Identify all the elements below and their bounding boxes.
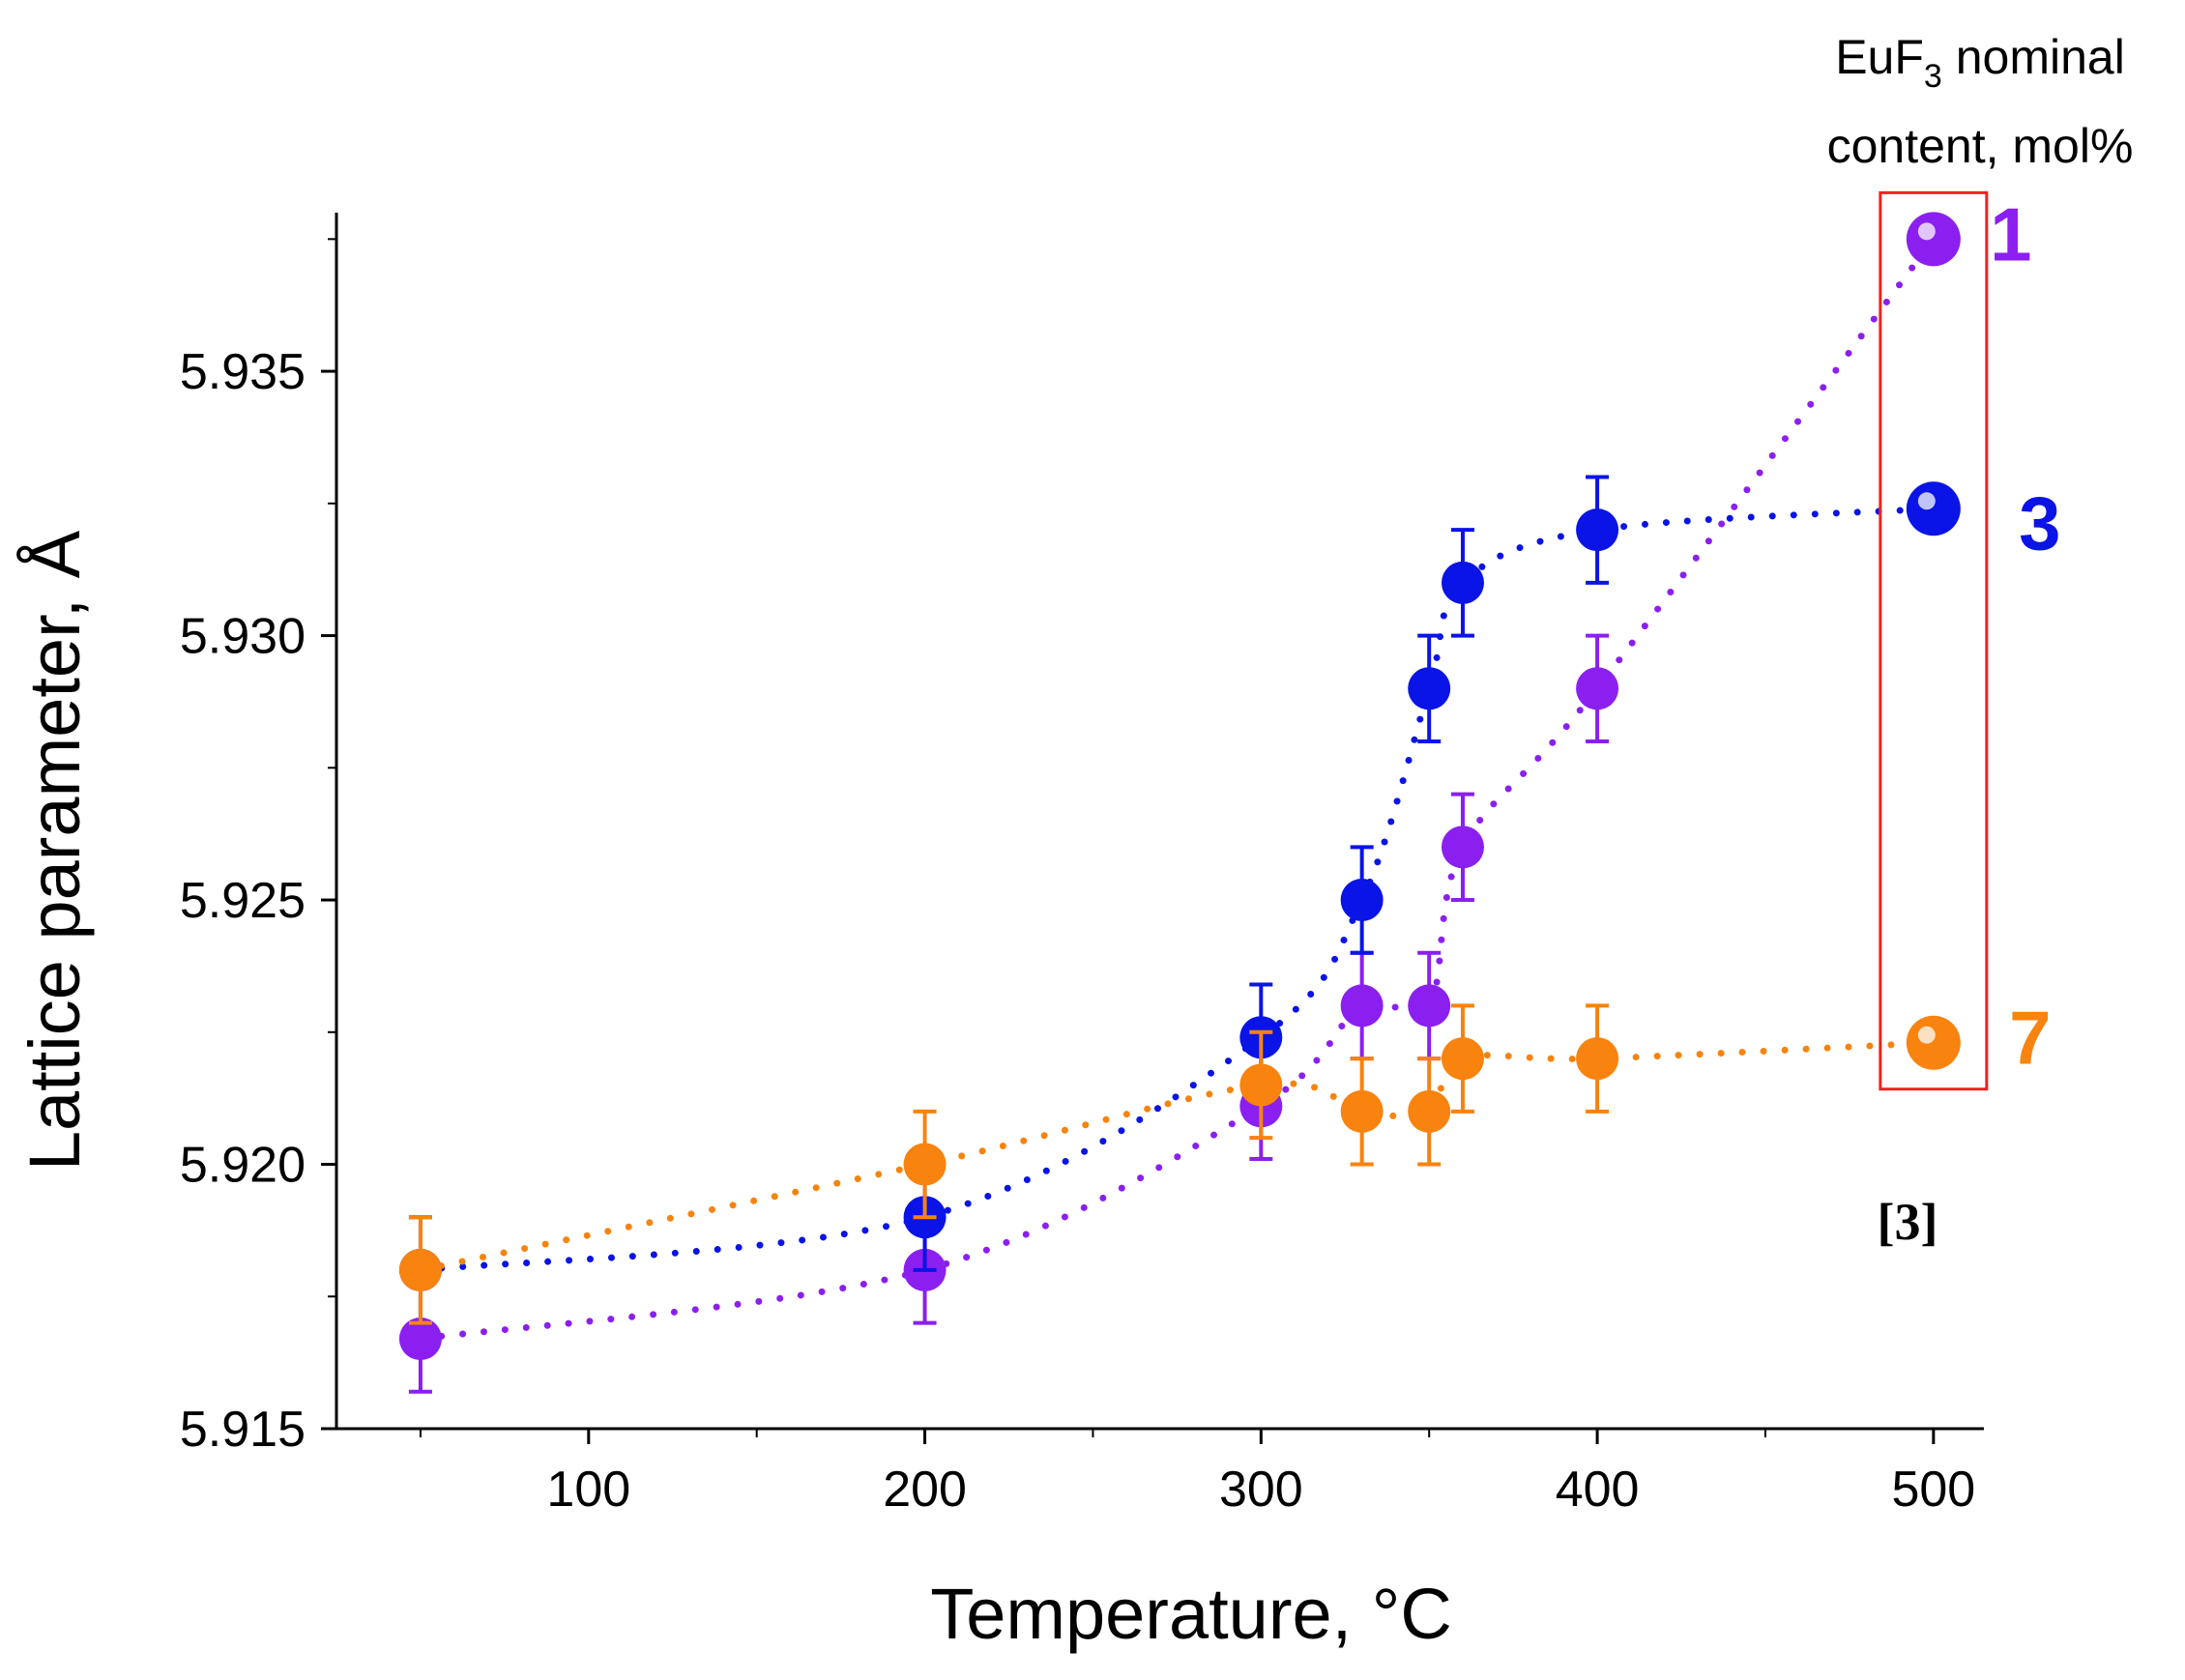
- data-point-series-1: [1441, 826, 1484, 869]
- x-axis-label: Temperature, °C: [930, 1574, 1452, 1654]
- y-tick-label: 5.915: [180, 1402, 306, 1458]
- series-label-7: 7: [2009, 996, 2051, 1081]
- data-point-series-7: [398, 1248, 442, 1291]
- data-point-series-1: [1340, 984, 1384, 1028]
- reference-annotation: [3]: [1878, 1193, 1938, 1251]
- legend-title-subscript: 3: [1924, 58, 1942, 95]
- x-tick-label: 400: [1556, 1462, 1640, 1518]
- data-point-series-3: [1576, 508, 1619, 552]
- series-label-1: 1: [1990, 191, 2031, 276]
- x-tick-label: 100: [546, 1462, 630, 1518]
- legend-title-suffix: nominal: [1942, 30, 2125, 84]
- data-point-series-3: [1408, 667, 1451, 710]
- data-points: [398, 475, 1619, 1394]
- data-point-series-3: [1340, 879, 1384, 922]
- axes: 100 200 300 400 500 5.915 5.920 5.925 5.930 5.935: [180, 213, 1984, 1518]
- data-point-series-3: [1441, 561, 1484, 604]
- data-point-series-7: [1239, 1063, 1283, 1107]
- data-point-series-7: [1576, 1037, 1619, 1081]
- highlight-box-group: 1 3 7: [1879, 190, 2061, 1091]
- data-point-series-7: [903, 1143, 947, 1186]
- reference-point-series-3: [1906, 481, 1961, 536]
- y-tick-label: 5.920: [180, 1138, 306, 1194]
- reference-highlight-box: [1879, 190, 1989, 1091]
- fit-line-series-1: [417, 235, 1937, 1343]
- data-point-series-1: [398, 1318, 442, 1361]
- reference-point-highlight: [1917, 222, 1936, 241]
- x-tick-label: 300: [1219, 1462, 1303, 1518]
- data-point-series-1: [1576, 667, 1619, 710]
- y-tick-label: 5.925: [180, 873, 306, 929]
- reference-point-highlight: [1917, 1026, 1936, 1044]
- reference-point-highlight: [1917, 492, 1936, 510]
- data-point-series-7: [1441, 1037, 1484, 1081]
- legend-title-line2: content, mol%: [1827, 119, 2134, 173]
- data-point-series-7: [1408, 1089, 1451, 1133]
- y-axis-label: Lattice parameter, Å: [15, 530, 95, 1171]
- fit-lines: [417, 235, 1937, 1343]
- data-point-series-1: [1408, 984, 1451, 1028]
- x-tick-label: 500: [1891, 1462, 1975, 1518]
- fit-line-series-7: [417, 1039, 1937, 1274]
- legend-title-prefix: EuF: [1835, 30, 1924, 84]
- fit-line-series-3: [417, 505, 1937, 1274]
- legend-title-line1: EuF3 nominal: [1835, 30, 2125, 95]
- data-point-series-7: [1340, 1089, 1384, 1133]
- y-tick-label: 5.935: [180, 344, 306, 400]
- y-tick-label: 5.930: [180, 609, 306, 665]
- reference-point-series-7: [1906, 1015, 1961, 1070]
- series-label-3: 3: [2019, 480, 2060, 565]
- x-tick-label: 200: [883, 1462, 967, 1518]
- reference-point-series-1: [1906, 212, 1961, 267]
